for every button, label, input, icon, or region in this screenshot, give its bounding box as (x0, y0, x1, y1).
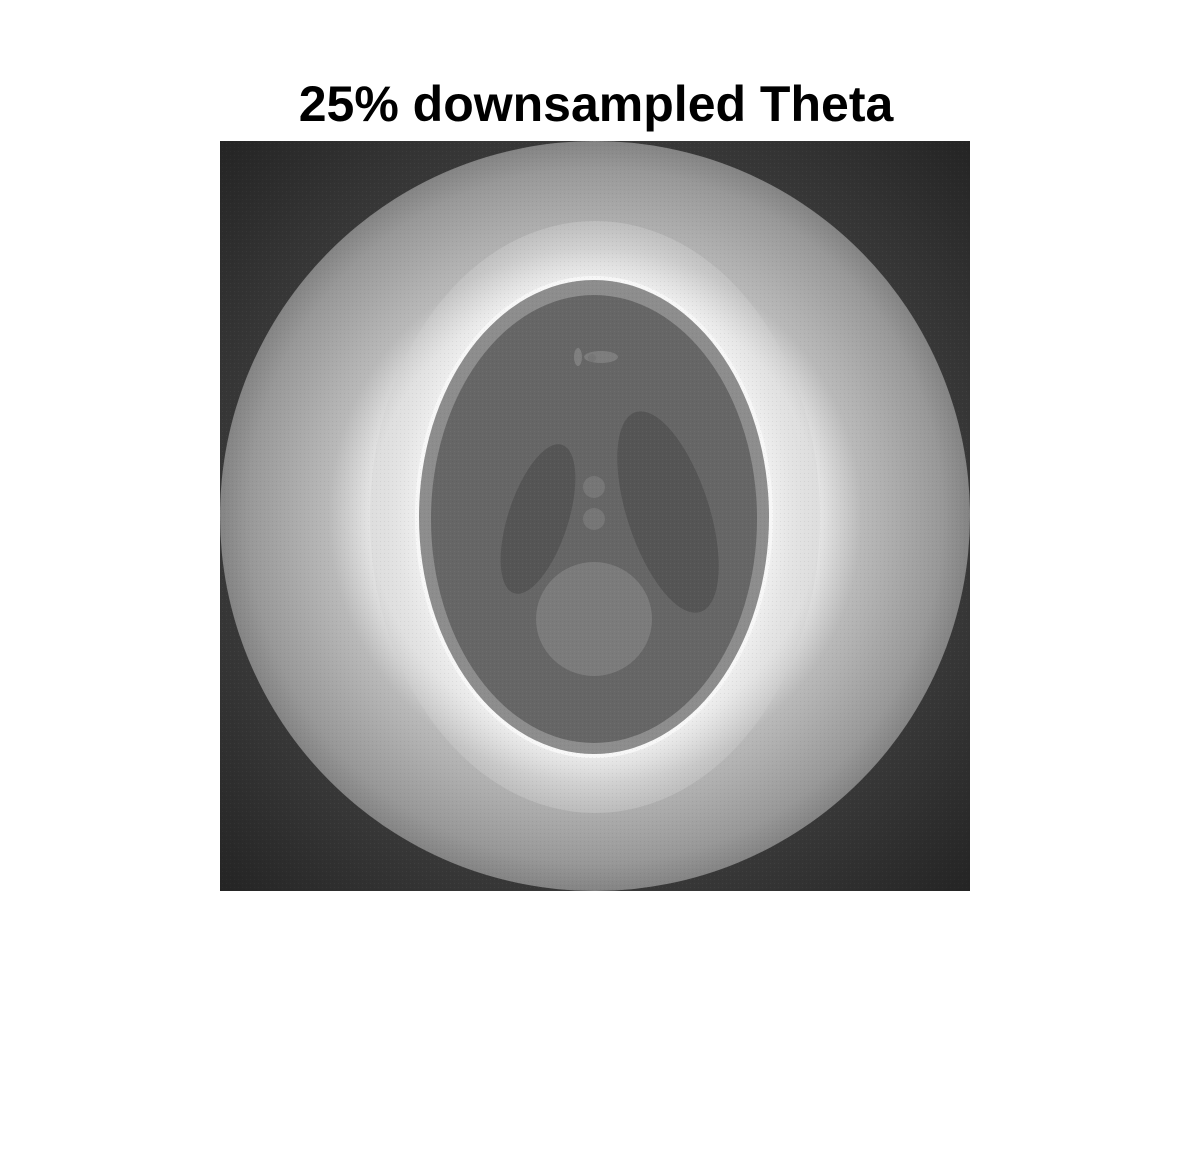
phantom-image (220, 141, 970, 891)
phantom-image-svg (220, 141, 970, 891)
figure-title: 25% downsampled Theta (298, 76, 894, 132)
